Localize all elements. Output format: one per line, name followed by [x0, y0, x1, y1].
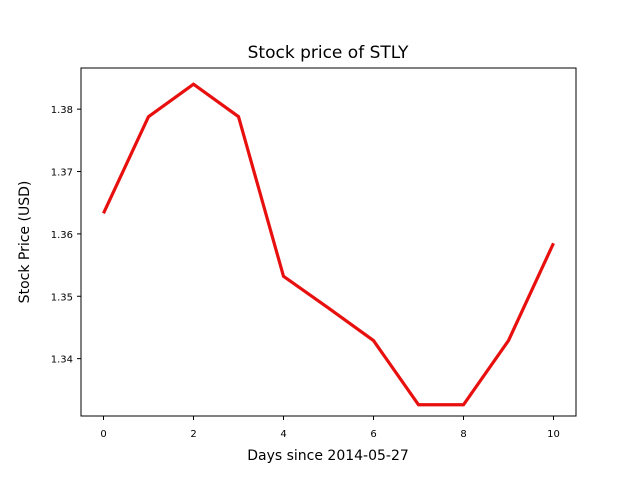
x-tick-label: 8 — [460, 429, 466, 440]
x-tick-label: 10 — [547, 429, 560, 440]
x-axis-label: Days since 2014-05-27 — [247, 448, 409, 464]
y-tick-label: 1.38 — [51, 105, 73, 116]
x-tick-label: 6 — [370, 429, 376, 440]
x-tick-label: 4 — [280, 429, 286, 440]
y-tick-label: 1.37 — [51, 168, 73, 179]
y-tick-label: 1.36 — [51, 230, 73, 241]
y-axis-label: Stock Price (USD) — [17, 181, 33, 304]
x-tick-label: 2 — [190, 429, 196, 440]
price-line — [102, 82, 555, 407]
y-tick-label: 1.35 — [51, 292, 73, 303]
y-tick-label: 1.34 — [51, 355, 73, 366]
plot-area-frame — [80, 67, 577, 417]
chart-title: Stock price of STLY — [248, 43, 409, 63]
line-layer — [102, 82, 555, 407]
ticks-layer: 0 2 4 6 8 10 1.34 1.35 1.36 1.37 1.38 — [51, 105, 560, 440]
x-tick-label: 0 — [100, 429, 106, 440]
